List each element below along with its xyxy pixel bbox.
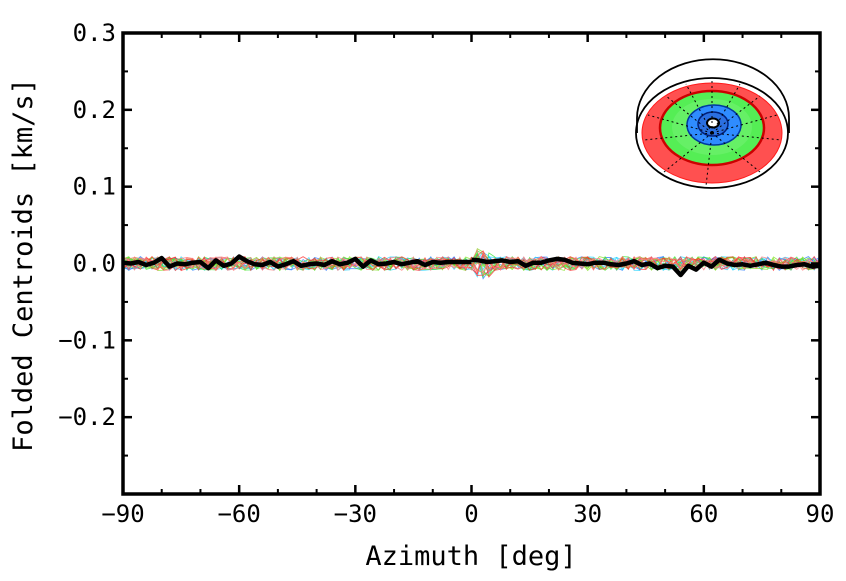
inset-dotted-spoke [711, 114, 778, 134]
inset-outer-ellipse [635, 77, 789, 189]
y-tick-label: −0.2 [58, 403, 116, 431]
y-tick-label: −0.1 [58, 326, 116, 354]
series-line [123, 254, 472, 271]
noise-trace [123, 256, 472, 272]
x-tick-label: 60 [689, 500, 718, 528]
x-axis-label: Azimuth [deg] [365, 541, 576, 572]
inset-dotted-spoke [643, 132, 713, 141]
x-tick-label: 30 [573, 500, 602, 528]
series-layer [123, 254, 820, 278]
y-tick-label: 0.1 [73, 173, 116, 201]
x-tick-label: −60 [217, 500, 260, 528]
y-tick-label: 0.2 [73, 96, 116, 124]
y-tick-label: 0.3 [73, 19, 116, 47]
inset-dotted-spoke [647, 114, 713, 134]
inset-dotted-spoke [663, 132, 713, 173]
noise-trace [123, 255, 472, 272]
noise-trace [123, 256, 472, 272]
inset-dotted-spoke [685, 83, 713, 134]
y-axis-label: Folded Centroids [km/s] [8, 78, 39, 452]
inset-dotted-spoke [705, 132, 713, 187]
series-line [471, 256, 820, 278]
inset-dotted-spoke [711, 132, 782, 141]
inset-upper-arc [636, 58, 790, 119]
y-tick-label: 0.0 [73, 250, 116, 278]
plot-frame [121, 31, 822, 496]
inset-ring-diagram [635, 58, 790, 189]
x-tick-label: 0 [464, 500, 478, 528]
inset-dotted-spoke [711, 95, 761, 134]
x-tick-label: −90 [101, 500, 144, 528]
tick-layer: −90 −60 −30 0 30 60 90 −0.2 −0.1 0.0 0.1 0.2 0.3 [58, 19, 834, 528]
x-tick-label: 90 [806, 500, 835, 528]
inset-dotted-spoke [711, 132, 761, 173]
x-tick-label: −30 [334, 500, 377, 528]
